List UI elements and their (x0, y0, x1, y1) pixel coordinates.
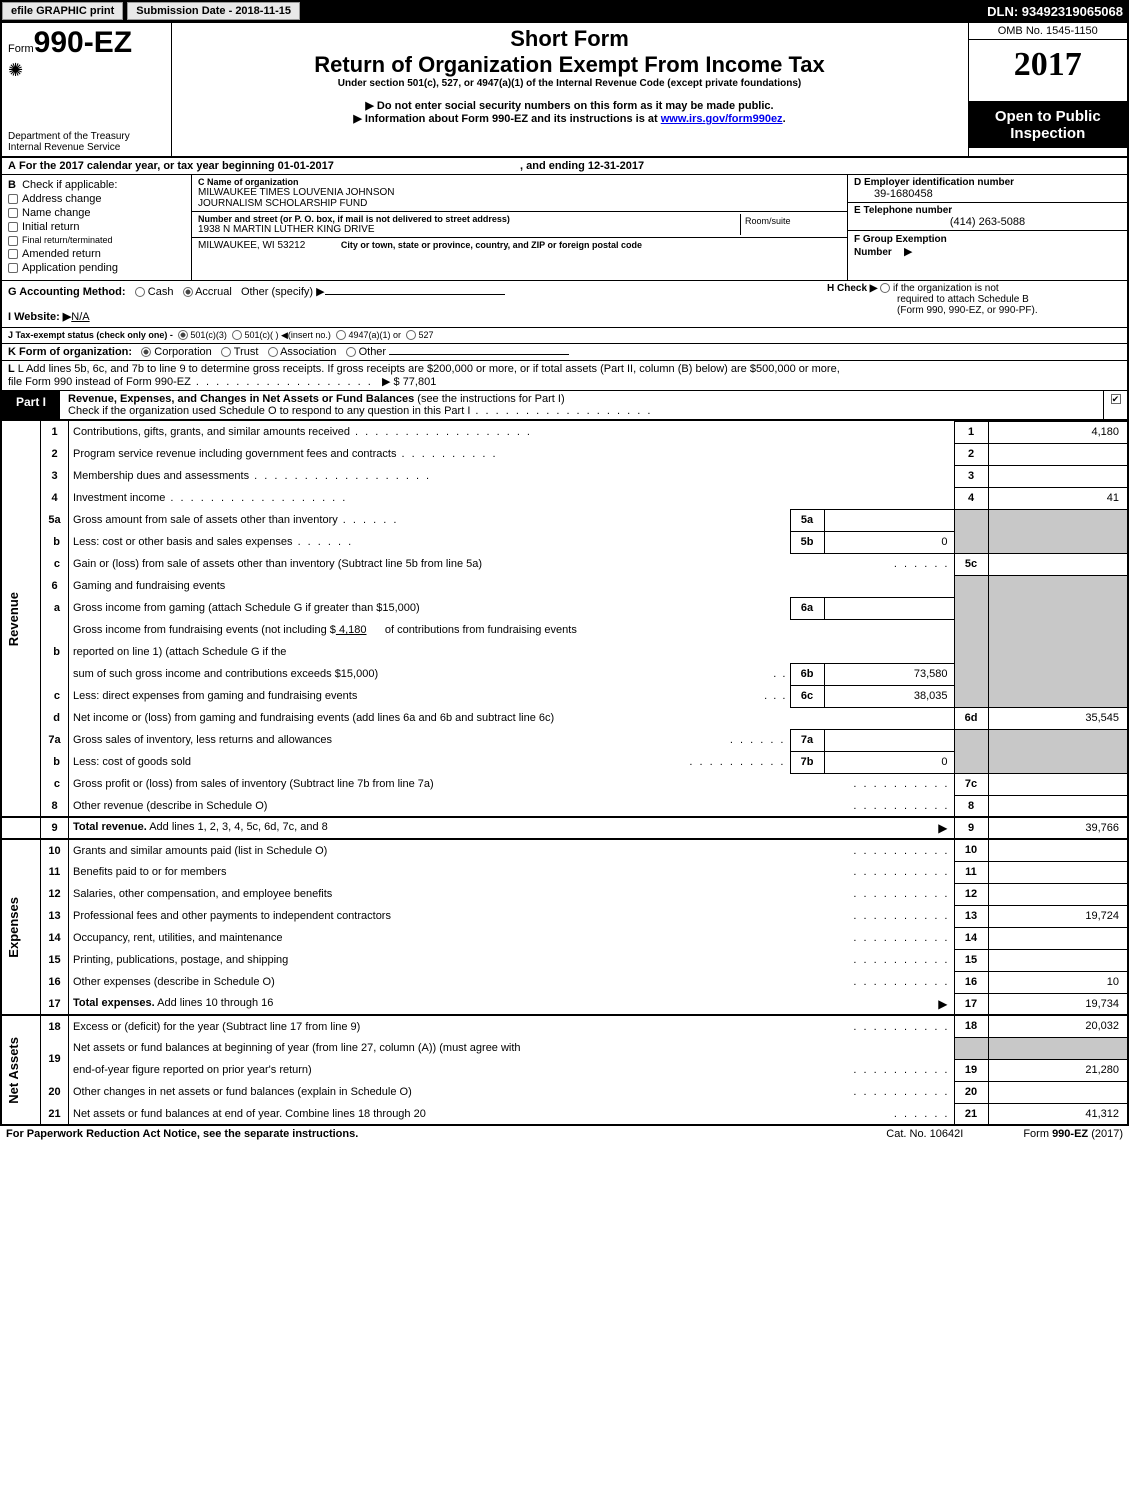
row-gh: G Accounting Method: Cash Accrual Other … (0, 280, 1129, 327)
part-1-header: Part I Revenue, Expenses, and Changes in… (0, 391, 1129, 421)
checkbox-application-pending[interactable] (8, 263, 18, 273)
line-5c-value (988, 553, 1128, 575)
irs-eagle-icon: ✺ (8, 60, 165, 81)
row-k-org-form: K Form of organization: Corporation Trus… (0, 343, 1129, 360)
form-number: 990-EZ (34, 26, 132, 59)
short-form-title: Short Form (178, 26, 962, 52)
radio-cash[interactable] (135, 287, 145, 297)
org-name-2: JOURNALISM SCHOLARSHIP FUND (198, 198, 841, 209)
checkbox-final-return[interactable] (8, 236, 18, 246)
radio-accrual[interactable] (183, 287, 193, 297)
form-ref: Form 990-EZ (2017) (1023, 1128, 1123, 1140)
revenue-side-label: Revenue (6, 592, 21, 646)
line-16-value: 10 (988, 971, 1128, 993)
row-l-gross-receipts: L L Add lines 5b, 6c, and 7b to line 9 t… (0, 360, 1129, 391)
line-6d-value: 35,545 (988, 707, 1128, 729)
radio-501c[interactable] (232, 330, 242, 340)
checkbox-initial-return[interactable] (8, 222, 18, 232)
line-4-value: 41 (988, 487, 1128, 509)
radio-501c3[interactable] (178, 330, 188, 340)
room-suite: Room/suite (741, 214, 841, 235)
line-11-value (988, 861, 1128, 883)
line-8-value (988, 795, 1128, 817)
ein-value: 39-1680458 (854, 188, 1121, 200)
line-19-value: 21,280 (988, 1059, 1128, 1081)
line-20-value (988, 1081, 1128, 1103)
line-7a-value (824, 729, 954, 751)
form-prefix: Form (8, 43, 34, 55)
line-3-value (988, 465, 1128, 487)
line-13-value: 19,724 (988, 905, 1128, 927)
expenses-side-label: Expenses (6, 897, 21, 958)
section-bcdef: B Check if applicable: Address change Na… (0, 175, 1129, 280)
dln-label: DLN: 93492319065068 (987, 4, 1129, 19)
cat-no: Cat. No. 10642I (886, 1128, 963, 1140)
checkbox-name-change[interactable] (8, 208, 18, 218)
line-5a-value (824, 509, 954, 531)
form-header: Form990-EZ ✺ Department of the Treasury … (0, 22, 1129, 158)
checkbox-amended-return[interactable] (8, 249, 18, 259)
checkbox-address-change[interactable] (8, 194, 18, 204)
phone-value: (414) 263-5088 (854, 216, 1121, 228)
paperwork-notice: For Paperwork Reduction Act Notice, see … (6, 1128, 358, 1140)
line-5b-value: 0 (824, 531, 954, 553)
dept-treasury: Department of the Treasury (8, 131, 165, 142)
top-bar: efile GRAPHIC print Submission Date - 20… (0, 0, 1129, 22)
col-b-checkboxes: B Check if applicable: Address change Na… (2, 175, 192, 280)
radio-schedule-b[interactable] (880, 283, 890, 293)
page-footer: For Paperwork Reduction Act Notice, see … (0, 1126, 1129, 1142)
under-section: Under section 501(c), 527, or 4947(a)(1)… (178, 78, 962, 89)
line-15-value (988, 949, 1128, 971)
row-a-tax-year: A For the 2017 calendar year, or tax yea… (0, 158, 1129, 175)
submission-date-button[interactable]: Submission Date - 2018-11-15 (127, 2, 300, 20)
website-value: N/A (71, 311, 89, 323)
row-j-tax-status: J Tax-exempt status (check only one) - 5… (0, 327, 1129, 343)
omb-number: OMB No. 1545-1150 (969, 23, 1128, 40)
net-assets-side-label: Net Assets (6, 1037, 21, 1104)
radio-corporation[interactable] (141, 347, 151, 357)
col-def: D Employer identification number 39-1680… (847, 175, 1127, 280)
org-city: MILWAUKEE, WI 53212 (198, 240, 305, 251)
line-18-value: 20,032 (988, 1015, 1128, 1037)
line-12-value (988, 883, 1128, 905)
col-c-org-info: C Name of organization MILWAUKEE TIMES L… (192, 175, 847, 280)
part-1-label: Part I (2, 391, 60, 419)
line-1-value: 4,180 (988, 421, 1128, 443)
radio-other-org[interactable] (346, 347, 356, 357)
line-17-value: 19,734 (988, 993, 1128, 1015)
part-1-table: Revenue 1 Contributions, gifts, grants, … (0, 421, 1129, 1127)
efile-print-button[interactable]: efile GRAPHIC print (2, 2, 123, 20)
line-7c-value (988, 773, 1128, 795)
line-6c-value: 38,035 (824, 685, 954, 707)
line-9-value: 39,766 (988, 817, 1128, 839)
info-link-line: ▶ Information about Form 990-EZ and its … (178, 112, 962, 125)
open-to-public: Open to Public Inspection (969, 102, 1128, 148)
radio-trust[interactable] (221, 347, 231, 357)
return-title: Return of Organization Exempt From Incom… (178, 52, 962, 78)
radio-527[interactable] (406, 330, 416, 340)
irs-label: Internal Revenue Service (8, 142, 165, 153)
line-2-value (988, 443, 1128, 465)
checkbox-schedule-o[interactable] (1111, 394, 1121, 404)
line-10-value (988, 839, 1128, 861)
no-ssn-note: ▶ Do not enter social security numbers o… (178, 99, 962, 112)
line-7b-value: 0 (824, 751, 954, 773)
form990ez-link[interactable]: www.irs.gov/form990ez (661, 113, 783, 125)
radio-4947[interactable] (336, 330, 346, 340)
org-address: 1938 N MARTIN LUTHER KING DRIVE (198, 224, 740, 235)
org-name-1: MILWAUKEE TIMES LOUVENIA JOHNSON (198, 187, 841, 198)
line-21-value: 41,312 (988, 1103, 1128, 1125)
tax-year: 2017 (969, 40, 1128, 90)
line-6a-value (824, 597, 954, 619)
line-6b-value: 73,580 (824, 663, 954, 685)
line-14-value (988, 927, 1128, 949)
radio-association[interactable] (268, 347, 278, 357)
